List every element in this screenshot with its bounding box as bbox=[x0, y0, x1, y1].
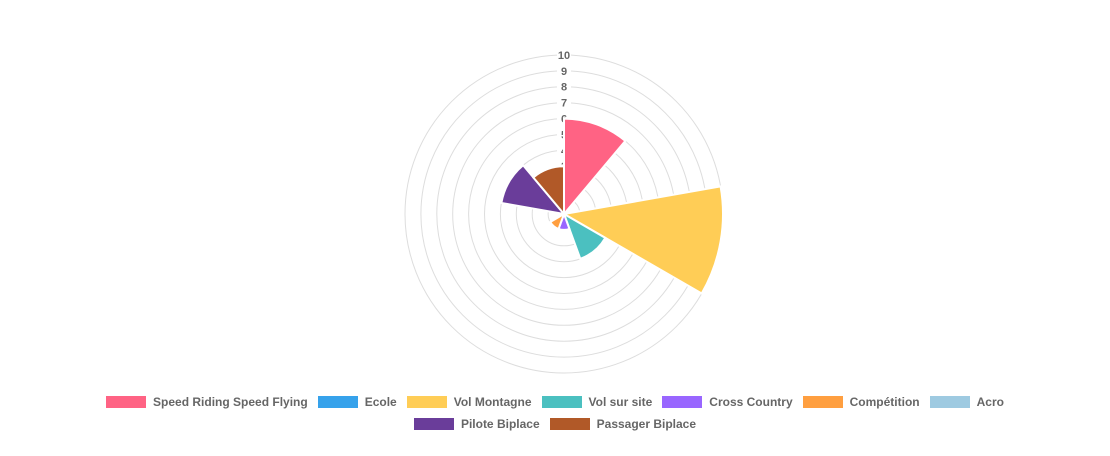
legend-item[interactable]: Vol sur site bbox=[541, 394, 653, 410]
legend-label: Ecole bbox=[364, 395, 397, 409]
tick-label-bg bbox=[557, 49, 571, 61]
legend-item[interactable]: Vol Montagne bbox=[406, 394, 532, 410]
legend-label: Speed Riding Speed Flying bbox=[153, 395, 308, 409]
legend-label: Acro bbox=[976, 395, 1004, 409]
legend-swatch bbox=[317, 396, 358, 408]
tick-label-bg bbox=[557, 96, 571, 109]
legend-item[interactable]: Speed Riding Speed Flying bbox=[106, 394, 308, 410]
sector bbox=[562, 211, 607, 261]
legend-swatch bbox=[406, 396, 447, 408]
chart: 12345678910 bbox=[404, 49, 724, 374]
legend-item[interactable]: Ecole bbox=[317, 394, 397, 410]
legend-label: Vol sur site bbox=[588, 395, 653, 409]
legend-item[interactable]: Pilote Biplace bbox=[413, 416, 540, 432]
legend-item[interactable]: Compétition bbox=[802, 394, 920, 410]
legend-swatch bbox=[106, 396, 147, 408]
sector bbox=[561, 185, 724, 295]
sector bbox=[531, 165, 565, 217]
sector bbox=[563, 117, 627, 217]
legend-item[interactable]: Acro bbox=[929, 394, 1004, 410]
legend-swatch bbox=[541, 396, 582, 408]
tick-label-bg bbox=[557, 64, 571, 77]
legend-label: Compétition bbox=[849, 395, 920, 409]
r-tick-label: 10 bbox=[558, 50, 570, 62]
legend-label: Vol Montagne bbox=[453, 395, 532, 409]
legend-item[interactable]: Cross Country bbox=[662, 394, 793, 410]
legend: Speed Riding Speed Flying Ecole Vol Montag… bbox=[35, 394, 1075, 432]
legend-label: Pilote Biplace bbox=[460, 417, 540, 431]
sector bbox=[548, 211, 566, 231]
tick-label-bg bbox=[557, 80, 571, 93]
r-tick-label: 9 bbox=[561, 66, 567, 78]
legend-swatch bbox=[662, 396, 703, 408]
sector bbox=[500, 163, 567, 216]
legend-swatch bbox=[802, 396, 843, 408]
legend-label: Passager Biplace bbox=[596, 417, 697, 431]
r-tick-label: 8 bbox=[561, 82, 567, 94]
legend-swatch bbox=[413, 418, 454, 430]
legend-label: Cross Country bbox=[709, 395, 793, 409]
legend-swatch bbox=[929, 396, 970, 408]
legend-item[interactable]: Passager Biplace bbox=[549, 416, 697, 432]
legend-swatch bbox=[549, 418, 590, 430]
r-tick-label: 7 bbox=[561, 98, 567, 110]
